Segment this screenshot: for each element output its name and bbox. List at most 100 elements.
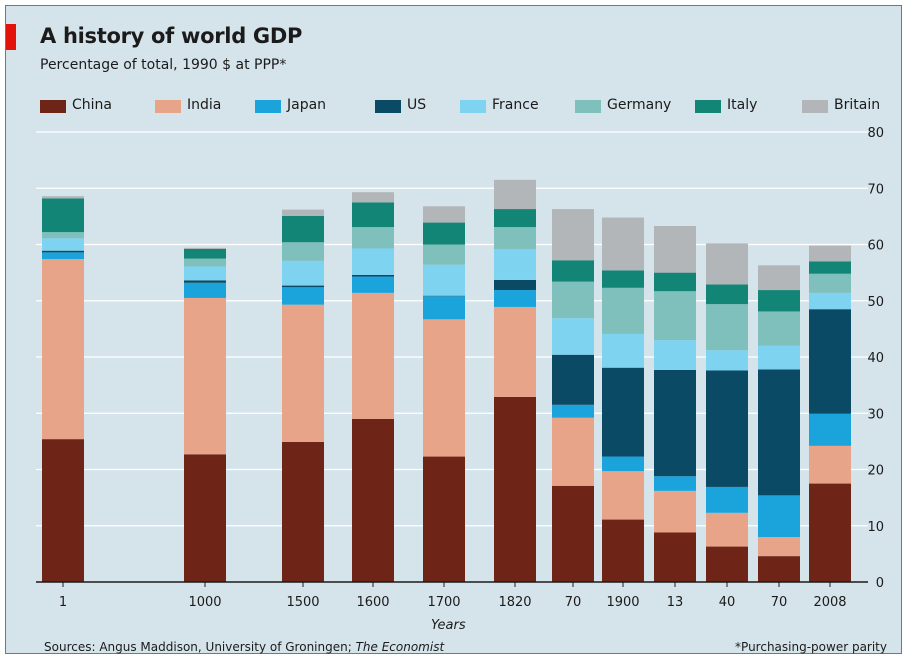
chart-subtitle: Percentage of total, 1990 $ at PPP*	[40, 57, 287, 73]
bar-stack-1600	[352, 192, 394, 582]
bar-us-1600	[352, 274, 394, 277]
legend-swatch-britain	[802, 100, 828, 113]
bar-britain-70	[758, 265, 800, 291]
x-tick-label-1: 1	[59, 595, 67, 610]
bar-stack-1820	[494, 179, 536, 582]
bar-japan-1700	[423, 296, 465, 320]
bar-stack-70	[552, 209, 594, 582]
legend-label-germany: Germany	[607, 97, 672, 113]
sources-text: Sources: Angus Maddison, University of G…	[44, 640, 356, 654]
bar-japan-1820	[494, 290, 536, 307]
y-tick-label-10: 10	[867, 520, 884, 535]
legend-swatch-italy	[695, 100, 721, 113]
bar-italy-1900	[602, 270, 644, 288]
legend-label-france: France	[492, 97, 539, 113]
legend-swatch-us	[375, 100, 401, 113]
x-tick-label-1700: 1700	[427, 595, 460, 610]
bar-italy-13	[654, 272, 696, 292]
bar-britain-1500	[282, 209, 324, 216]
chart-legend: China India Japan US France Germany Italy Brita…	[40, 96, 900, 116]
bar-japan-1	[42, 252, 84, 260]
bar-india-1820	[494, 306, 536, 397]
bar-stack-70	[758, 265, 800, 582]
bar-germany-1700	[423, 244, 465, 265]
y-tick-label-50: 50	[867, 295, 884, 310]
bar-stack-1500	[282, 209, 324, 582]
bar-italy-1500	[282, 215, 324, 243]
bar-italy-1700	[423, 222, 465, 245]
bar-india-1000	[184, 297, 226, 455]
bar-france-70	[552, 318, 594, 355]
bar-india-1600	[352, 292, 394, 419]
bar-france-1500	[282, 260, 324, 286]
bar-china-70	[552, 485, 594, 582]
bar-japan-70	[758, 495, 800, 537]
bar-italy-70	[552, 260, 594, 282]
bar-india-2008	[809, 445, 851, 484]
bar-china-1	[42, 439, 84, 582]
bar-italy-70	[758, 290, 800, 312]
bar-britain-40	[706, 243, 748, 285]
bar-italy-40	[706, 284, 748, 305]
bar-us-1900	[602, 367, 644, 457]
x-tick-label-40: 40	[719, 595, 736, 610]
bar-france-1000	[184, 266, 226, 281]
bar-france-70	[758, 345, 800, 370]
bar-britain-2008	[809, 245, 851, 262]
bar-britain-1600	[352, 192, 394, 203]
chart-frame: A history of world GDP Percentage of tot…	[5, 5, 902, 654]
legend-label-us: US	[407, 97, 427, 113]
bar-stack-1700	[423, 206, 465, 582]
legend-label-italy: Italy	[727, 97, 758, 113]
bar-us-1700	[423, 295, 465, 297]
bar-india-1700	[423, 319, 465, 457]
x-tick-label-1820: 1820	[498, 595, 531, 610]
bar-italy-1820	[494, 209, 536, 228]
bar-china-1500	[282, 441, 324, 582]
y-tick-label-0: 0	[876, 576, 884, 591]
bar-france-1600	[352, 248, 394, 275]
x-axis-label: Years	[431, 618, 466, 633]
bar-us-13	[654, 369, 696, 477]
bar-france-1900	[602, 333, 644, 368]
bar-stack-40	[706, 243, 748, 582]
y-tick-label-80: 80	[867, 126, 884, 141]
bar-italy-1	[42, 198, 84, 233]
bar-china-1600	[352, 418, 394, 582]
bar-india-1500	[282, 304, 324, 442]
bar-japan-1000	[184, 282, 226, 298]
bar-germany-1000	[184, 258, 226, 267]
bar-japan-40	[706, 486, 748, 513]
bar-japan-13	[654, 476, 696, 491]
bar-india-40	[706, 512, 748, 547]
bar-germany-1500	[282, 242, 324, 261]
footnote: *Purchasing-power parity	[735, 640, 887, 654]
bar-france-1700	[423, 264, 465, 296]
bar-britain-1	[42, 196, 84, 199]
sources-publication: The Economist	[355, 640, 445, 654]
bar-germany-1820	[494, 227, 536, 249]
legend-label-india: India	[187, 97, 222, 113]
bar-germany-40	[706, 304, 748, 351]
bar-germany-1900	[602, 287, 644, 334]
bar-us-1000	[184, 280, 226, 283]
x-tick-label-1900: 1900	[606, 595, 639, 610]
bar-japan-2008	[809, 413, 851, 446]
legend-label-china: China	[72, 97, 112, 113]
bar-us-1500	[282, 285, 324, 288]
y-tick-label-30: 30	[867, 407, 884, 422]
bar-india-70	[552, 417, 594, 486]
bar-britain-70	[552, 209, 594, 261]
bar-britain-1820	[494, 179, 536, 210]
x-tick-label-1500: 1500	[286, 595, 319, 610]
bar-china-1900	[602, 519, 644, 582]
bar-us-70	[758, 369, 800, 496]
legend-swatch-france	[460, 100, 486, 113]
bar-japan-70	[552, 404, 594, 418]
bar-us-70	[552, 354, 594, 405]
bar-france-2008	[809, 292, 851, 310]
bar-us-1820	[494, 279, 536, 291]
legend-swatch-germany	[575, 100, 601, 113]
chart-title: A history of world GDP	[40, 24, 303, 48]
bar-italy-2008	[809, 261, 851, 274]
